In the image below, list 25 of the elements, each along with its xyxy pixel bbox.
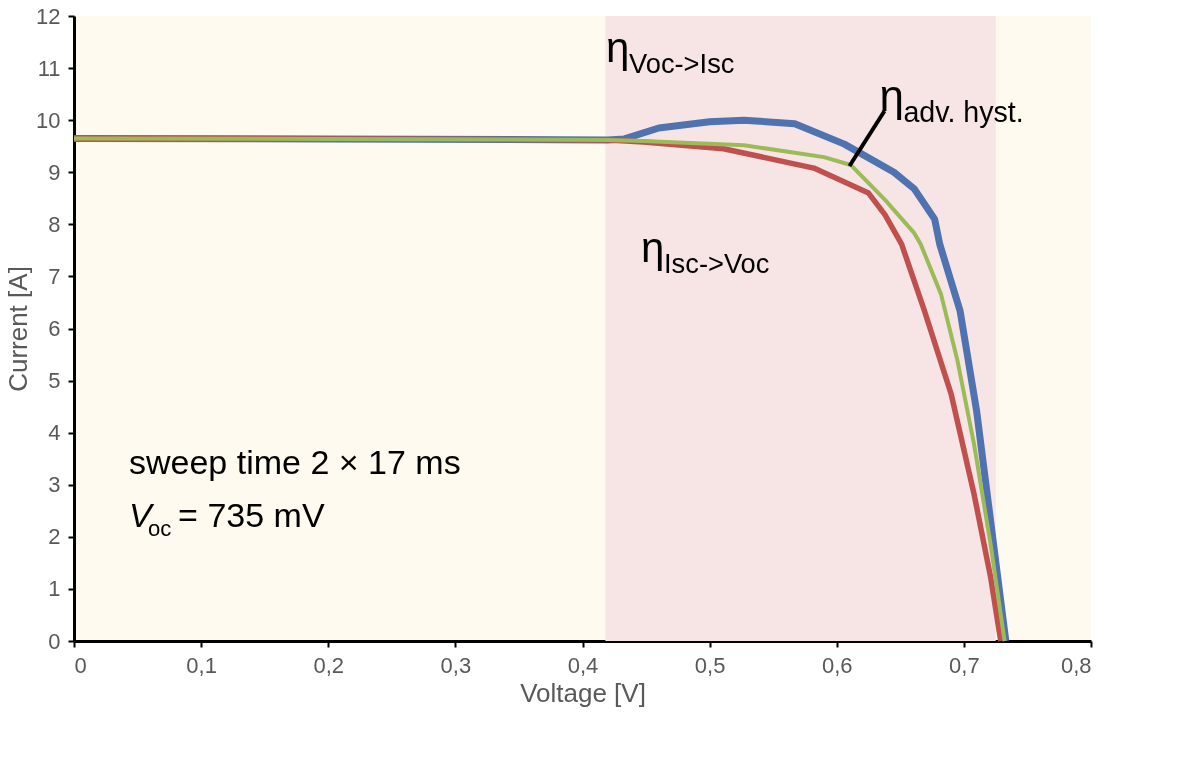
y-tick-label: 12 — [36, 3, 61, 29]
x-axis-title: Voltage [V] — [520, 677, 646, 708]
y-tick-label: 8 — [48, 211, 61, 237]
x-tick-label: 0,3 — [440, 652, 472, 678]
x-tick-label: 0,1 — [186, 652, 217, 678]
x-tick-label: 0 — [74, 652, 87, 678]
y-tick-label: 9 — [48, 159, 61, 185]
x-tick-label: 0,6 — [821, 652, 853, 678]
y-axis-title: Current [A] — [3, 266, 34, 392]
y-tick-label: 6 — [48, 316, 61, 341]
y-tick-label: 2 — [48, 524, 61, 550]
y-tick-label: 3 — [48, 472, 61, 498]
y-tick-label: 10 — [36, 107, 61, 133]
x-tick-label: 0,7 — [949, 652, 980, 678]
x-tick-label: 0,8 — [1060, 652, 1092, 678]
y-tick-label: 4 — [48, 420, 61, 446]
x-tick-label: 0,5 — [694, 652, 726, 678]
y-tick-label: 0 — [48, 628, 61, 654]
y-tick-label: 5 — [48, 368, 61, 394]
y-tick-label: 7 — [48, 263, 61, 289]
x-tick-label: 0,2 — [313, 652, 345, 678]
annotation: sweep time 2 × 17 ms — [129, 443, 461, 481]
y-tick-label: 11 — [37, 55, 61, 81]
y-tick-label: 1 — [48, 576, 61, 602]
x-tick-label: 0,4 — [567, 652, 599, 678]
